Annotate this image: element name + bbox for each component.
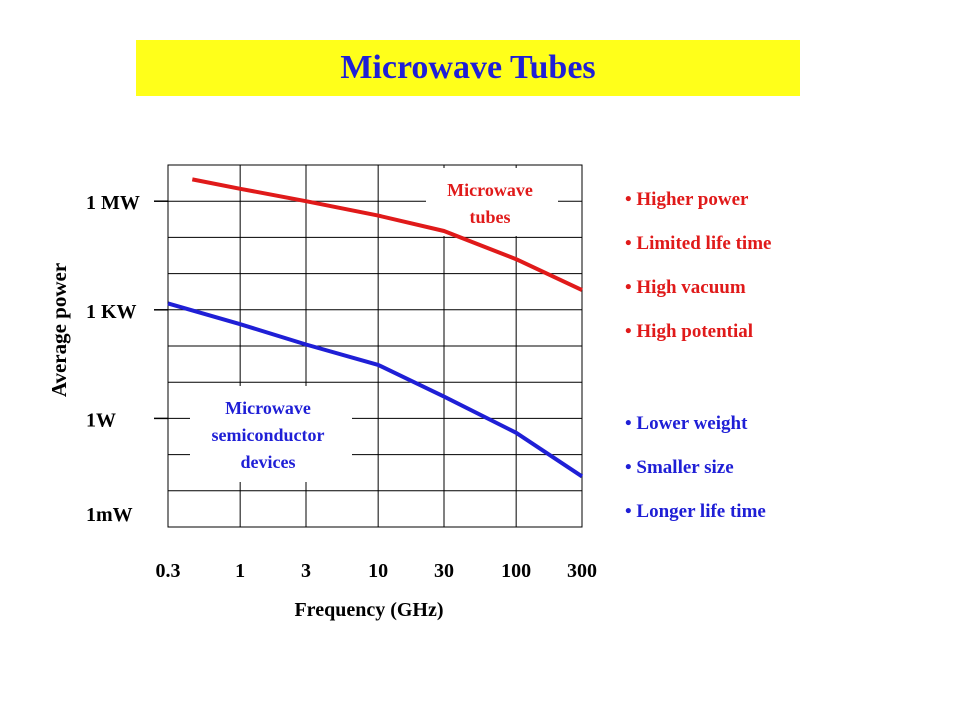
y-tick-label: 1mW [86, 504, 133, 526]
y-axis-label: Average power [47, 263, 71, 397]
semiconductor-properties-list: • Lower weight • Smaller size • Longer l… [625, 413, 766, 545]
x-tick-label: 3 [301, 560, 311, 582]
semiconductor-series-label: semiconductor [212, 425, 325, 445]
semiconductor-property: • Longer life time [625, 501, 766, 522]
y-tick-label: 1 KW [86, 301, 137, 323]
title-bar: Microwave Tubes [136, 40, 800, 96]
tube-property: • High potential [625, 321, 754, 342]
semiconductors-series-line [167, 301, 584, 479]
semiconductor-property: • Lower weight [625, 413, 748, 434]
tubes-series-label: tubes [469, 207, 510, 227]
x-tick-label: 1 [235, 560, 245, 582]
semiconductor-label-background [190, 386, 352, 482]
tubes-series-label: Microwave [447, 180, 533, 200]
tube-properties-list: • Higher power • Limited life time • Hig… [625, 189, 771, 365]
tube-property: • Higher power [625, 189, 749, 210]
x-tick-label: 300 [567, 560, 597, 582]
semiconductor-property: • Smaller size [625, 457, 734, 478]
slide-title: Microwave Tubes [340, 49, 596, 86]
y-tick-label: 1W [86, 409, 116, 431]
x-tick-label: 100 [501, 560, 531, 582]
semiconductor-series-label: devices [241, 452, 296, 472]
x-axis-label: Frequency (GHz) [294, 599, 443, 621]
x-tick-label: 10 [368, 560, 388, 582]
x-tick-label: 0.3 [156, 560, 181, 582]
tube-property: • High vacuum [625, 277, 746, 298]
x-tick-label: 30 [434, 560, 454, 582]
tube-property: • Limited life time [625, 233, 772, 254]
y-tick-label: 1 MW [86, 192, 140, 214]
semiconductor-series-label: Microwave [225, 398, 311, 418]
tubes-series-line [191, 177, 583, 292]
tubes-label-background [426, 168, 558, 236]
